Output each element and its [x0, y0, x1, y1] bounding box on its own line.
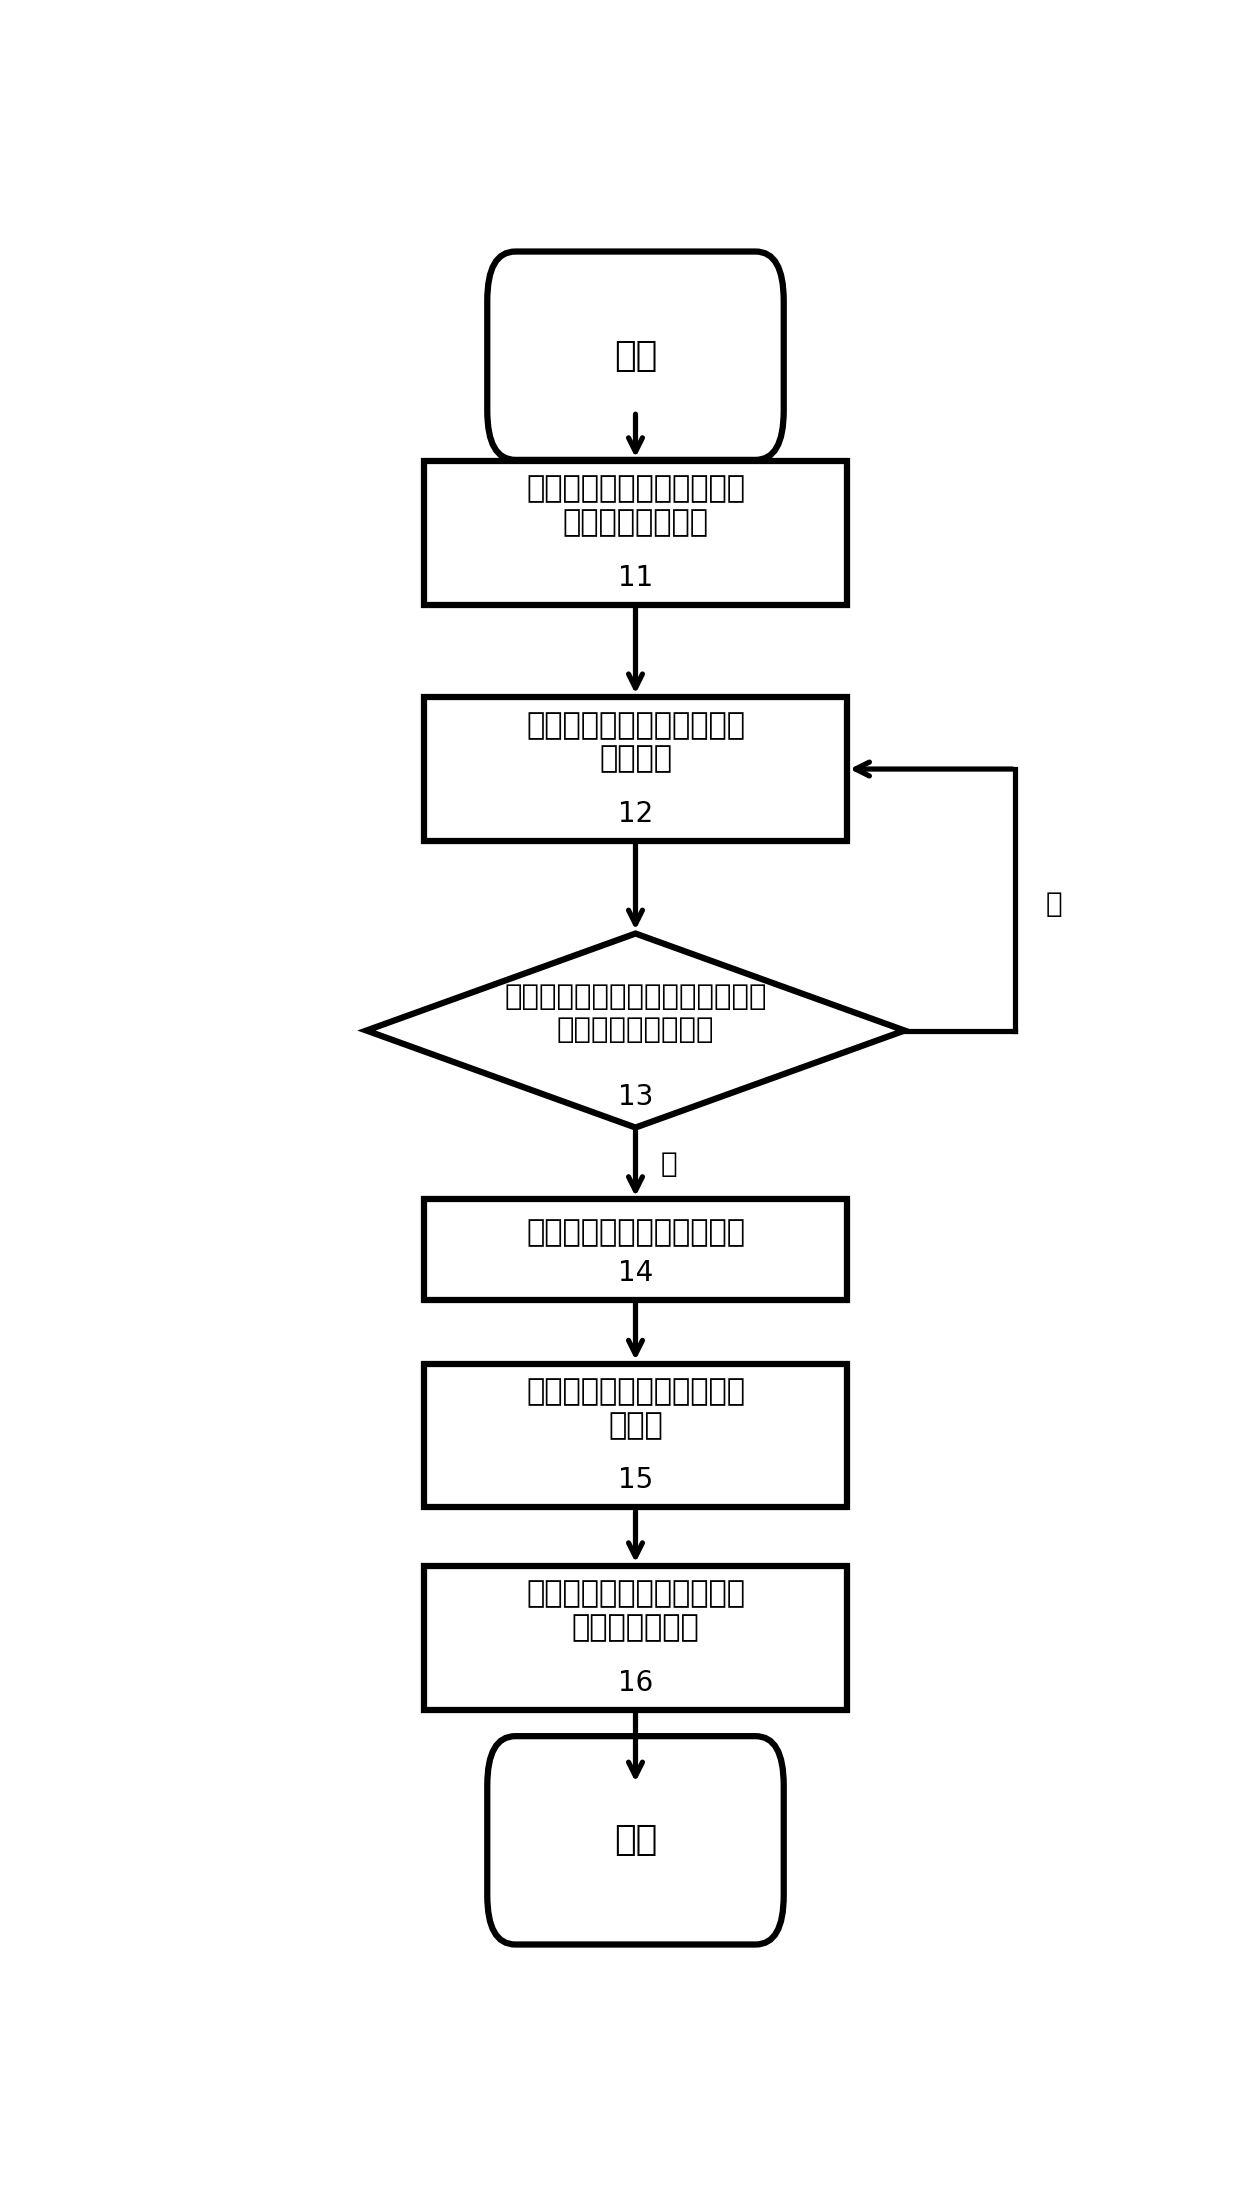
Text: 采集各类负荷数据存入规划
数据主题数据库中: 采集各类负荷数据存入规划 数据主题数据库中: [526, 475, 745, 537]
Bar: [424, 460, 847, 605]
Text: 12: 12: [618, 800, 653, 828]
Polygon shape: [367, 933, 905, 1128]
Bar: [424, 1363, 847, 1507]
Bar: [424, 1198, 847, 1301]
Text: 开始: 开始: [614, 340, 657, 372]
Text: 结束: 结束: [614, 1823, 657, 1858]
Text: 通过数据采集器对数据进行
数据采集: 通过数据采集器对数据进行 数据采集: [526, 710, 745, 773]
Text: 对专有数据库中的数据进行
预处理: 对专有数据库中的数据进行 预处理: [526, 1378, 745, 1439]
Text: 15: 15: [618, 1466, 653, 1494]
Text: 13: 13: [618, 1082, 653, 1111]
FancyBboxPatch shape: [487, 252, 784, 460]
Text: 是: 是: [661, 1150, 677, 1179]
Text: 否: 否: [1045, 890, 1061, 918]
Text: 16: 16: [618, 1670, 653, 1696]
Text: 14: 14: [618, 1260, 653, 1288]
Text: 存入负荷分析专有数据库中: 存入负荷分析专有数据库中: [526, 1218, 745, 1247]
Text: 对采集好的数据进行有效性校验，
判断该数据是否有效: 对采集好的数据进行有效性校验， 判断该数据是否有效: [505, 984, 766, 1043]
Text: 将预处理好的负荷数据进行
分类处理并显示: 将预处理好的负荷数据进行 分类处理并显示: [526, 1580, 745, 1643]
Bar: [424, 1567, 847, 1709]
Bar: [424, 697, 847, 841]
FancyBboxPatch shape: [487, 1735, 784, 1943]
Text: 11: 11: [618, 563, 653, 592]
